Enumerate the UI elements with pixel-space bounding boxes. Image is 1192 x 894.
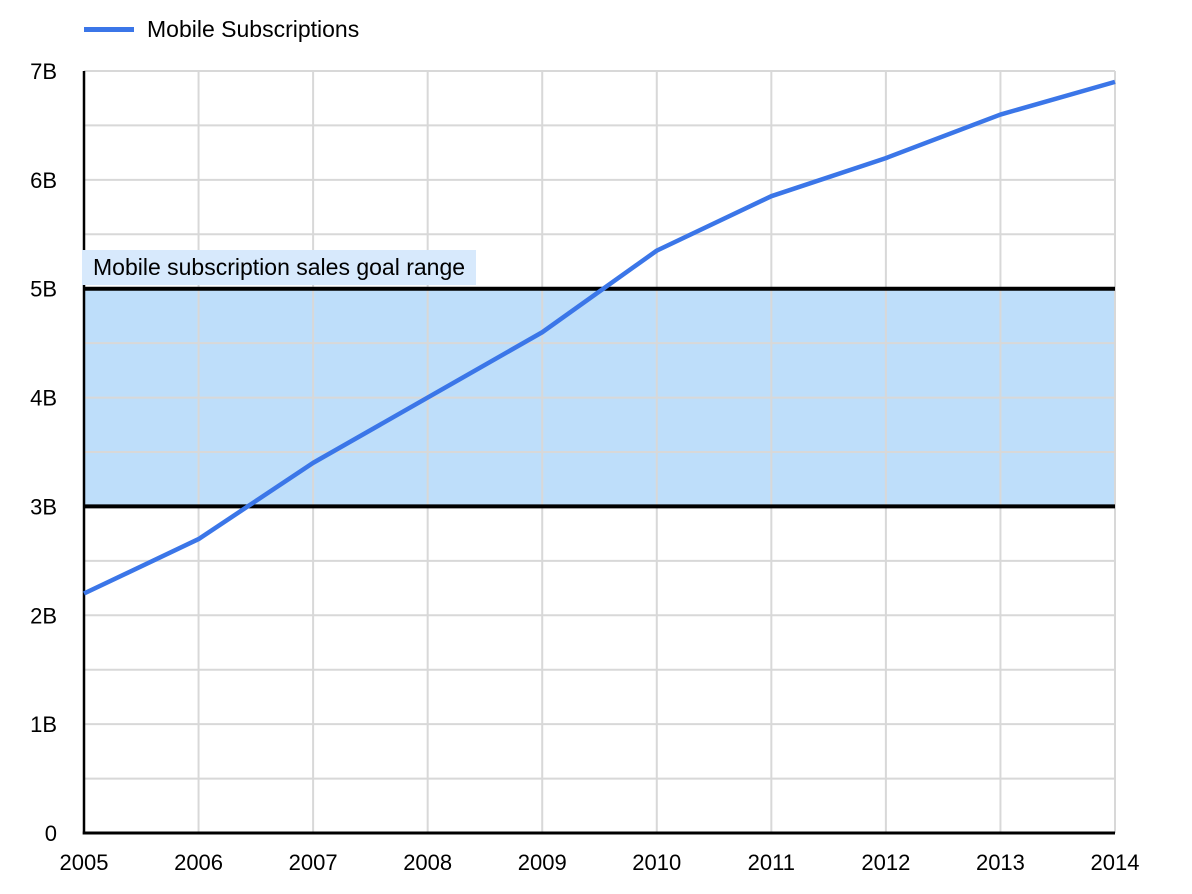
x-tick-label: 2009 <box>518 850 567 875</box>
x-tick-label: 2014 <box>1091 850 1140 875</box>
legend-label: Mobile Subscriptions <box>147 15 360 42</box>
x-tick-label: 2006 <box>174 850 223 875</box>
legend-line-swatch <box>84 26 134 32</box>
x-tick-label: 2012 <box>861 850 910 875</box>
series-line-mobile-subscriptions <box>83 79 1116 596</box>
y-tick-label: 4B <box>30 386 57 411</box>
x-tick-label: 2013 <box>976 850 1025 875</box>
x-tick-label: 2008 <box>403 850 452 875</box>
legend: Mobile Subscriptions <box>84 15 359 43</box>
legend-item-mobile-subscriptions[interactable]: Mobile Subscriptions <box>84 16 359 43</box>
y-tick-label: 7B <box>30 59 57 84</box>
y-tick-label: 3B <box>30 494 57 519</box>
y-tick-label: 5B <box>30 277 57 302</box>
x-tick-label: 2005 <box>60 850 109 875</box>
y-tick-label: 2B <box>30 603 57 628</box>
y-tick-label: 0 <box>45 821 57 846</box>
y-tick-label: 6B <box>30 168 57 193</box>
x-tick-label: 2007 <box>289 850 338 875</box>
goal-range-annotation: Mobile subscription sales goal range <box>82 250 477 285</box>
x-tick-label: 2011 <box>748 850 795 875</box>
y-tick-label: 1B <box>30 712 57 737</box>
x-tick-label: 2010 <box>632 850 681 875</box>
